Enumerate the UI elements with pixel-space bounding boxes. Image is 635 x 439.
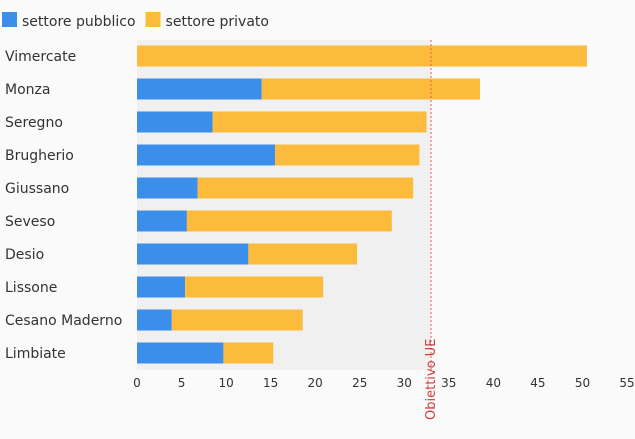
bar-0-3 (137, 144, 276, 166)
legend-label-1: settore privato (166, 14, 269, 30)
bar-0-4 (137, 177, 198, 199)
legend-label-0: settore pubblico (22, 14, 136, 30)
x-tick-label-9: 45 (530, 376, 545, 390)
bar-0-2 (137, 111, 213, 133)
x-tick-label-4: 20 (308, 376, 323, 390)
bar-1-7 (185, 276, 324, 298)
category-label-0: Vimercate (5, 49, 76, 65)
x-axis-ticks: 0 5 10 15 20 25 30 35 40 45 50 55 (133, 376, 634, 390)
bar-1-2 (212, 111, 427, 133)
legend-swatch-1 (145, 12, 161, 27)
category-label-1: Monza (5, 82, 50, 98)
bar-1-1 (261, 78, 480, 100)
bar-1-0 (137, 45, 587, 67)
x-tick-label-8: 40 (486, 376, 501, 390)
bar-0-9 (137, 342, 224, 364)
category-label-5: Seveso (5, 214, 55, 230)
x-tick-label-1: 5 (178, 376, 186, 390)
x-tick-label-7: 35 (441, 376, 456, 390)
reference-line-label: Obiettivo UE (424, 339, 439, 420)
bar-1-9 (223, 342, 274, 364)
category-label-9: Limbiate (5, 346, 66, 362)
x-tick-label-0: 0 (133, 376, 141, 390)
bar-1-5 (186, 210, 392, 232)
x-tick-label-10: 50 (575, 376, 590, 390)
x-tick-label-2: 10 (218, 376, 233, 390)
bar-1-4 (197, 177, 414, 199)
category-label-6: Desio (5, 247, 44, 263)
bar-1-6 (248, 243, 358, 265)
category-label-4: Giussano (5, 181, 69, 197)
bar-0-7 (137, 276, 186, 298)
bar-0-8 (137, 309, 172, 331)
reference-line-group: Obiettivo UE (424, 40, 439, 420)
bars (137, 45, 587, 364)
x-tick-label-5: 25 (352, 376, 367, 390)
legend: settore pubblico settore privato (2, 12, 269, 30)
category-label-3: Brugherio (5, 148, 74, 164)
bar-0-6 (137, 243, 249, 265)
category-label-2: Seregno (5, 115, 63, 131)
bar-0-5 (137, 210, 187, 232)
x-tick-label-6: 30 (397, 376, 412, 390)
bar-1-3 (275, 144, 420, 166)
category-labels: Vimercate Monza Seregno Brugherio Giussano Se… (5, 49, 122, 362)
category-label-8: Cesano Maderno (5, 313, 122, 329)
x-tick-label-11: 55 (619, 376, 634, 390)
category-label-7: Lissone (5, 280, 57, 296)
bar-0-1 (137, 78, 262, 100)
bar-1-8 (171, 309, 303, 331)
legend-swatch-0 (2, 12, 17, 27)
x-tick-label-3: 15 (263, 376, 278, 390)
